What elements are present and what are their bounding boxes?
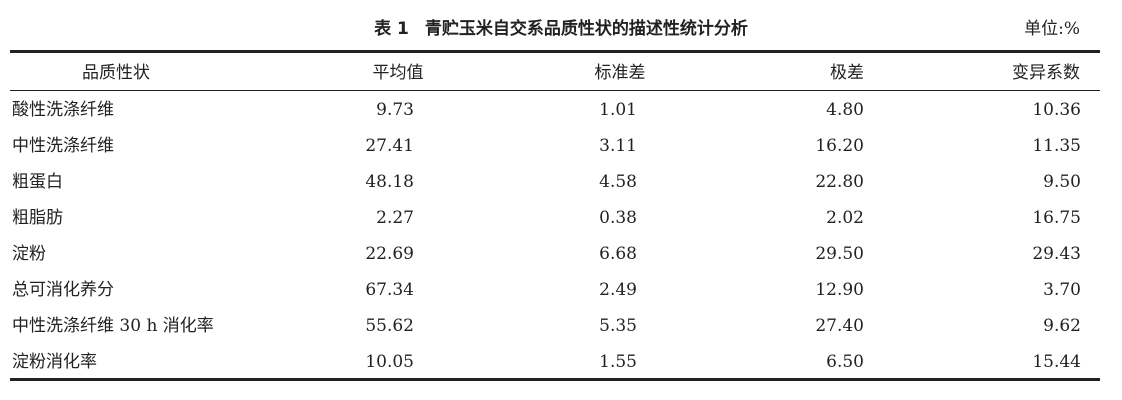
trait-cell: 淀粉	[12, 244, 46, 264]
range-cell: 16.20	[815, 136, 864, 156]
mean-cell: 48.18	[365, 172, 414, 192]
sd-cell: 2.49	[599, 280, 637, 300]
range-cell: 12.90	[815, 280, 864, 300]
table-caption: 表 1 青贮玉米自交系品质性状的描述性统计分析	[0, 14, 1122, 39]
cv-cell: 16.75	[1032, 208, 1081, 228]
mean-cell: 9.73	[376, 100, 414, 120]
mean-cell: 27.41	[365, 136, 414, 156]
sd-cell: 5.35	[599, 316, 637, 336]
sd-cell: 1.01	[599, 100, 637, 120]
range-cell: 2.02	[826, 208, 864, 228]
header-mean: 平均值	[372, 63, 424, 83]
table-number: 表 1	[374, 19, 409, 39]
cv-cell: 29.43	[1032, 244, 1081, 264]
range-cell: 4.80	[826, 100, 864, 120]
sd-cell: 1.55	[599, 352, 637, 372]
trait-cell: 酸性洗涤纤维	[12, 100, 114, 120]
cv-cell: 10.36	[1032, 100, 1081, 120]
range-cell: 29.50	[815, 244, 864, 264]
trait-cell: 总可消化养分	[12, 280, 114, 300]
mean-cell: 10.05	[365, 352, 414, 372]
cv-cell: 9.50	[1043, 172, 1081, 192]
cv-cell: 11.35	[1032, 136, 1081, 156]
trait-cell: 中性洗涤纤维 30 h 消化率	[12, 316, 214, 336]
range-cell: 27.40	[815, 316, 864, 336]
mean-cell: 2.27	[376, 208, 414, 228]
mean-cell: 22.69	[365, 244, 414, 264]
bottom-rule	[10, 378, 1100, 381]
header-range: 极差	[830, 63, 864, 83]
table-title: 青贮玉米自交系品质性状的描述性统计分析	[424, 19, 748, 39]
header-cv: 变异系数	[1012, 63, 1080, 83]
mean-cell: 55.62	[365, 316, 414, 336]
trait-cell: 粗脂肪	[12, 208, 63, 228]
trait-cell: 粗蛋白	[12, 172, 63, 192]
sd-cell: 3.11	[599, 136, 637, 156]
top-rule	[10, 50, 1100, 53]
cv-cell: 3.70	[1043, 280, 1081, 300]
header-trait: 品质性状	[82, 63, 150, 83]
cv-cell: 15.44	[1032, 352, 1081, 372]
trait-cell: 淀粉消化率	[12, 352, 97, 372]
trait-cell: 中性洗涤纤维	[12, 136, 114, 156]
header-sd: 标准差	[594, 63, 646, 83]
sd-cell: 0.38	[599, 208, 637, 228]
mean-cell: 67.34	[365, 280, 414, 300]
cv-cell: 9.62	[1043, 316, 1081, 336]
range-cell: 22.80	[815, 172, 864, 192]
sd-cell: 6.68	[599, 244, 637, 264]
range-cell: 6.50	[826, 352, 864, 372]
unit-label: 单位:%	[1024, 19, 1080, 39]
header-rule	[10, 90, 1100, 91]
sd-cell: 4.58	[599, 172, 637, 192]
